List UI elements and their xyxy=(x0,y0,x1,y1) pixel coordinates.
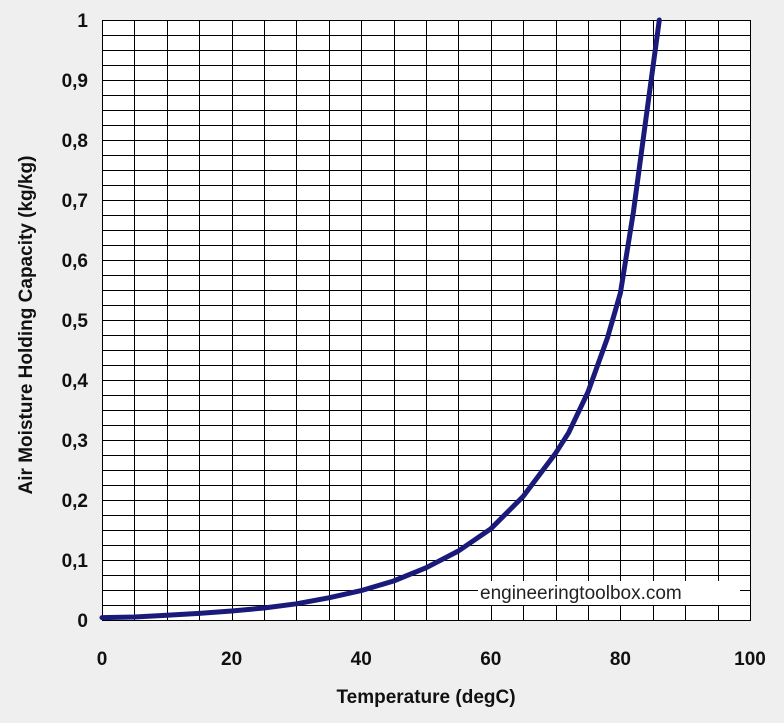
y-tick-label: 0,2 xyxy=(62,491,88,512)
data-point xyxy=(645,114,648,118)
series xyxy=(99,17,662,621)
y-tick-label: 0,3 xyxy=(62,431,88,452)
y-tick-label: 0,9 xyxy=(62,71,88,92)
x-axis-ticks: 0 20 40 60 80 100 xyxy=(97,649,766,670)
data-point xyxy=(198,612,201,615)
grid xyxy=(102,20,751,621)
data-point xyxy=(619,291,622,295)
x-tick-label: 40 xyxy=(351,649,372,670)
y-tick-label: 0,5 xyxy=(62,311,89,332)
data-point xyxy=(133,615,136,619)
data-point xyxy=(651,66,654,70)
x-tick-label: 20 xyxy=(221,649,242,670)
data-point xyxy=(632,210,635,214)
data-point xyxy=(522,495,525,498)
data-point xyxy=(230,609,233,613)
data-point xyxy=(567,431,570,434)
y-axis-ticks: 0 0,1 0,2 0,3 0,4 0,5 0,6 0,7 0,8 0,9 1 xyxy=(62,11,89,632)
x-axis-label: Temperature (degC) xyxy=(336,687,515,708)
data-point xyxy=(606,336,609,340)
data-point xyxy=(100,616,104,619)
data-point xyxy=(554,452,557,455)
data-point xyxy=(586,390,590,394)
y-tick-label: 0,1 xyxy=(62,551,89,572)
y-tick-label: 0 xyxy=(77,611,88,632)
y-axis-label: Air Moisture Holding Capacity (kg/kg) xyxy=(16,156,37,495)
data-point xyxy=(360,589,363,592)
data-point xyxy=(392,579,395,583)
data-point xyxy=(489,527,492,530)
x-tick-label: 60 xyxy=(480,649,501,670)
data-point xyxy=(165,614,168,617)
y-tick-label: 0,7 xyxy=(62,191,88,212)
x-tick-label: 100 xyxy=(734,649,766,670)
y-tick-label: 0,6 xyxy=(62,251,88,272)
plot-border xyxy=(102,20,751,621)
data-point xyxy=(327,596,330,599)
watermark-background xyxy=(478,581,740,605)
data-point xyxy=(424,566,428,569)
watermark-text: engineeringtoolbox.com xyxy=(480,583,682,604)
data-point xyxy=(262,606,266,610)
x-tick-label: 0 xyxy=(97,649,108,670)
data-point xyxy=(658,18,661,22)
x-tick-label: 80 xyxy=(610,649,631,670)
data-point xyxy=(295,602,298,605)
y-tick-label: 1 xyxy=(77,11,88,32)
y-tick-label: 0,4 xyxy=(62,371,89,392)
data-point xyxy=(457,549,460,553)
y-tick-label: 0,8 xyxy=(62,131,88,152)
